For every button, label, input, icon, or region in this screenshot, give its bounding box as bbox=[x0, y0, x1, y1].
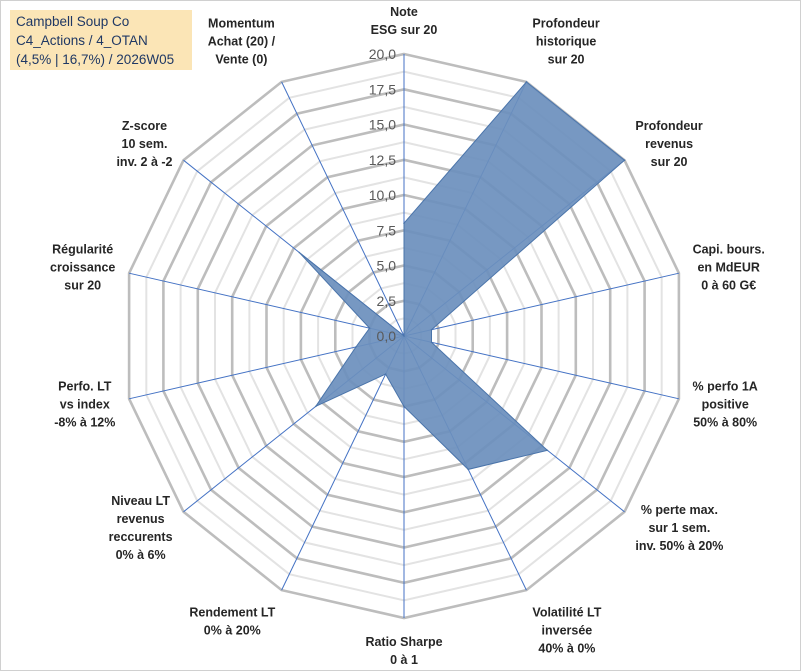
axis-label: Profondeur bbox=[635, 119, 702, 133]
axis-label: inv. 2 à -2 bbox=[116, 155, 172, 169]
data-point bbox=[430, 328, 433, 331]
radial-tick-label: 17,5 bbox=[369, 81, 396, 97]
axis-label: 10 sem. bbox=[122, 137, 168, 151]
axis-label: Rendement LT bbox=[189, 606, 275, 620]
axis-label: 0 à 60 G€ bbox=[701, 279, 756, 293]
axis-label: vs index bbox=[60, 398, 110, 412]
axis-label: 0% à 20% bbox=[204, 624, 261, 638]
axis-label-group: Profondeur historique sur 20 bbox=[532, 16, 599, 66]
axis-label-group: % perte max. sur 1 sem. inv. 50% à 20% bbox=[635, 503, 723, 553]
axis-spoke bbox=[128, 272, 405, 337]
radial-tick-label: 10,0 bbox=[369, 187, 396, 203]
radial-tick-label: 2,5 bbox=[377, 293, 397, 309]
axis-label: Note bbox=[390, 5, 418, 19]
data-point bbox=[384, 373, 387, 375]
data-point bbox=[315, 405, 317, 408]
axis-label: sur 1 sem. bbox=[648, 521, 710, 535]
axis-label: 0% à 6% bbox=[116, 548, 166, 562]
data-series-area bbox=[298, 81, 626, 470]
axis-label: ESG sur 20 bbox=[371, 23, 438, 37]
radial-tick-label: 15,0 bbox=[369, 117, 396, 133]
axis-label: Z-score bbox=[122, 119, 167, 133]
data-point bbox=[403, 335, 405, 337]
axis-label: Niveau LT bbox=[111, 494, 170, 508]
title-line-company: Campbell Soup Co bbox=[16, 14, 130, 29]
axis-spoke bbox=[403, 335, 680, 400]
axis-label-group: Momentum Achat (20) / Vente (0) bbox=[208, 16, 276, 66]
axis-label: Capi. bours. bbox=[693, 243, 765, 257]
data-point bbox=[546, 449, 549, 452]
axis-label-group: Volatilité LT inversée 40% à 0% bbox=[532, 606, 601, 656]
axis-label: inv. 50% à 20% bbox=[635, 539, 723, 553]
chart-title-box: Campbell Soup Co C4_Actions / 4_OTAN (4,… bbox=[10, 10, 192, 70]
radial-tick-label: 7,5 bbox=[377, 222, 397, 238]
data-point bbox=[298, 251, 301, 254]
data-point bbox=[467, 468, 470, 471]
axis-label: Achat (20) / bbox=[208, 34, 276, 48]
axis-label: 40% à 0% bbox=[538, 642, 595, 656]
data-point bbox=[430, 341, 433, 344]
axis-label: Volatilité LT bbox=[532, 606, 601, 620]
data-point bbox=[403, 222, 405, 224]
axis-label: sur 20 bbox=[651, 155, 688, 169]
data-point bbox=[403, 405, 405, 408]
axis-label-group: Note ESG sur 20 bbox=[371, 5, 438, 37]
axis-label-group: Capi. bours. en MdEUR 0 à 60 G€ bbox=[693, 243, 765, 293]
axis-label: reccurents bbox=[109, 530, 173, 544]
data-point bbox=[623, 159, 626, 161]
axis-label: positive bbox=[702, 398, 749, 412]
title-line-category: C4_Actions / 4_OTAN bbox=[16, 33, 148, 48]
axis-label: % perte max. bbox=[641, 503, 718, 517]
axis-label: Vente (0) bbox=[215, 52, 267, 66]
axis-label: Régularité bbox=[52, 243, 113, 257]
axis-spoke bbox=[281, 335, 405, 591]
axis-label-group: Z-score 10 sem. inv. 2 à -2 bbox=[116, 119, 172, 169]
axis-label: Perfo. LT bbox=[58, 380, 112, 394]
axis-label: Ratio Sharpe bbox=[365, 635, 442, 649]
axis-label-group: Niveau LT revenus reccurents 0% à 6% bbox=[109, 494, 173, 562]
radial-tick-label: 5,0 bbox=[377, 258, 397, 274]
axis-label-group: Régularité croissance sur 20 bbox=[50, 243, 115, 293]
axis-label-group: Rendement LT 0% à 20% bbox=[189, 606, 275, 638]
axis-label-group: Ratio Sharpe 0 à 1 bbox=[365, 635, 442, 667]
axis-label: en MdEUR bbox=[697, 261, 760, 275]
data-point bbox=[368, 327, 371, 330]
axis-label: % perfo 1A bbox=[693, 380, 758, 394]
axis-label: 50% à 80% bbox=[693, 416, 757, 430]
axis-label: revenus bbox=[117, 512, 165, 526]
radial-tick-label: 20,0 bbox=[369, 46, 396, 62]
axis-label: inversée bbox=[542, 624, 593, 638]
data-point bbox=[525, 81, 528, 83]
axis-label: croissance bbox=[50, 261, 115, 275]
data-point bbox=[355, 346, 357, 348]
radial-tick-label: 12,5 bbox=[369, 152, 396, 168]
axis-spoke bbox=[281, 81, 405, 337]
axis-label: sur 20 bbox=[64, 279, 101, 293]
axis-spoke bbox=[403, 272, 680, 337]
title-line-stats: (4,5% | 16,7%) / 2026W05 bbox=[16, 52, 175, 67]
axis-label: Momentum bbox=[208, 16, 275, 30]
axis-label: -8% à 12% bbox=[54, 416, 115, 430]
axis-label-group: Perfo. LT vs index -8% à 12% bbox=[54, 380, 115, 430]
axis-label: sur 20 bbox=[548, 52, 585, 66]
axis-label: 0 à 1 bbox=[390, 653, 418, 667]
axis-label-group: % perfo 1A positive 50% à 80% bbox=[693, 380, 758, 430]
axis-label-group: Profondeur revenus sur 20 bbox=[635, 119, 702, 169]
axis-label: revenus bbox=[645, 137, 693, 151]
radial-tick-label: 0,0 bbox=[377, 328, 397, 344]
axis-label: Profondeur bbox=[532, 16, 599, 30]
axis-label: historique bbox=[536, 34, 596, 48]
